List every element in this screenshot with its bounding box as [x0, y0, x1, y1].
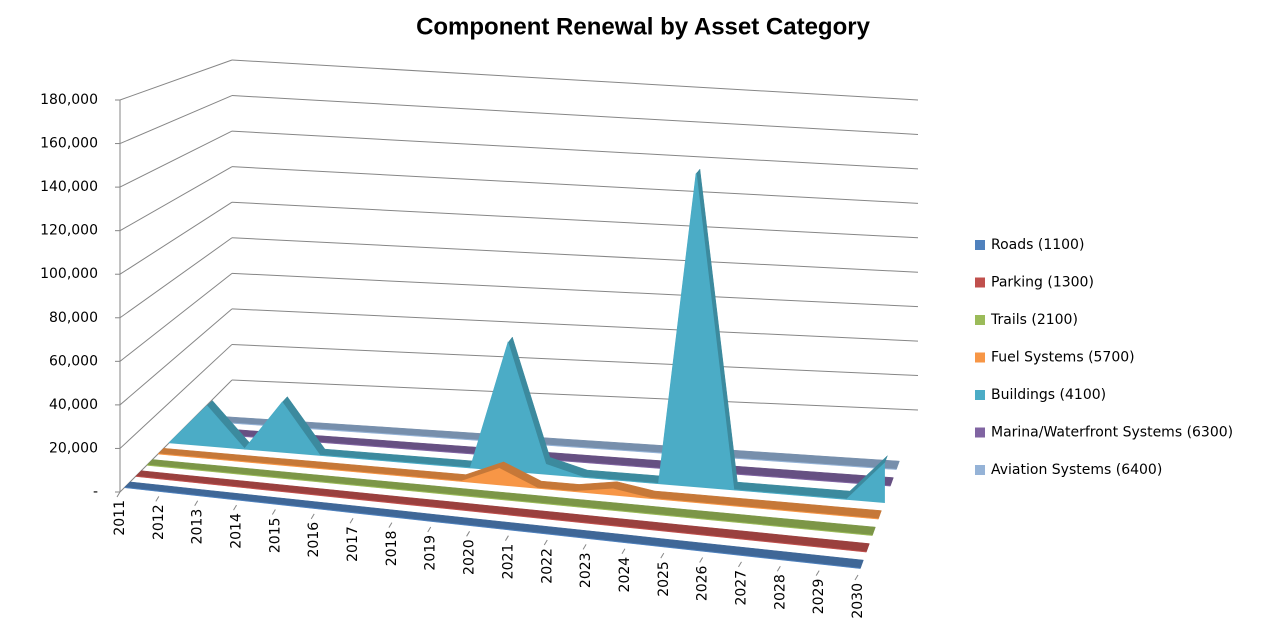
y-tick-label: 120,000 — [40, 223, 98, 239]
grid-line — [119, 237, 233, 319]
grid-line — [119, 201, 233, 275]
legend-swatch — [975, 465, 985, 475]
x-tick-label: 2022 — [539, 548, 555, 584]
x-tick — [349, 517, 354, 524]
chart-title: Component Renewal by Asset Category — [416, 13, 871, 40]
grid-line — [231, 237, 919, 273]
x-tick-label: 2014 — [229, 513, 245, 549]
x-tick — [621, 548, 626, 555]
x-tick-label: 2013 — [190, 509, 206, 545]
x-tick-label: 2029 — [811, 579, 827, 615]
legend-swatch — [975, 240, 985, 250]
x-tick — [233, 504, 237, 511]
legend-swatch — [975, 427, 985, 438]
x-tick — [699, 557, 704, 563]
x-tick — [815, 570, 820, 576]
grid-line — [119, 95, 233, 145]
grid-line — [231, 379, 919, 411]
x-tick-label: 2018 — [384, 531, 400, 567]
area — [146, 464, 873, 536]
grid-line — [231, 95, 919, 135]
legend-label: Buildings (4100) — [991, 387, 1106, 403]
y-tick-label: 160,000 — [40, 136, 98, 152]
x-tick-label: 2030 — [850, 583, 866, 619]
x-tick-label: 2025 — [656, 561, 672, 597]
x-tick — [466, 531, 471, 537]
x-tick — [543, 539, 548, 546]
x-tick — [427, 526, 432, 533]
grid-line — [231, 130, 919, 170]
legend-label: Parking (1300) — [991, 275, 1094, 291]
y-tick-label: 40,000 — [49, 397, 98, 413]
legend-swatch — [975, 315, 985, 325]
x-tick — [271, 509, 276, 515]
y-tick-label: 100,000 — [40, 266, 98, 282]
legend-swatch — [975, 277, 985, 288]
x-tick — [155, 496, 160, 502]
grid-line — [119, 59, 233, 101]
legend-label: Marina/Waterfront Systems (6300) — [991, 425, 1233, 441]
y-tick-label: 20,000 — [49, 440, 98, 456]
legend-swatch — [975, 390, 985, 400]
grid-line — [231, 59, 919, 101]
y-tick-label: 180,000 — [40, 92, 98, 108]
grid-line — [119, 344, 233, 449]
x-tick-label: 2020 — [462, 539, 478, 575]
grid-line — [119, 130, 233, 188]
x-tick-label: 2017 — [345, 526, 361, 562]
area — [158, 453, 879, 520]
legend-label: Fuel Systems (5700) — [991, 350, 1135, 366]
grid-line — [119, 166, 233, 232]
x-tick — [504, 535, 509, 541]
x-tick — [388, 522, 393, 528]
grid-line — [231, 308, 919, 342]
legend-swatch — [975, 352, 985, 363]
x-tick-label: 2019 — [423, 535, 439, 571]
x-tick-label: 2021 — [500, 544, 516, 580]
x-tick — [776, 566, 781, 572]
area — [135, 475, 867, 553]
x-tick — [310, 513, 315, 520]
x-tick-label: 2026 — [695, 565, 711, 601]
x-tick-label: 2027 — [733, 570, 749, 606]
legend-label: Trails (2100) — [990, 312, 1078, 328]
grid-line — [231, 166, 919, 204]
grid-line — [231, 272, 919, 308]
x-tick — [854, 574, 859, 581]
x-tick-label: 2023 — [578, 552, 594, 588]
y-tick-label: 80,000 — [49, 310, 98, 326]
y-tick-label: 60,000 — [49, 353, 98, 369]
x-tick — [660, 552, 665, 559]
x-tick-label: 2028 — [772, 574, 788, 610]
grid-line — [231, 343, 919, 377]
x-tick-label: 2024 — [617, 557, 633, 593]
x-tick — [194, 500, 199, 506]
x-tick-label: 2012 — [151, 504, 167, 540]
legend-label: Aviation Systems (6400) — [991, 462, 1162, 478]
x-tick-label: 2015 — [267, 517, 283, 553]
grid-line — [231, 201, 919, 239]
x-tick — [116, 491, 121, 498]
grid-line — [119, 308, 233, 406]
x-tick — [582, 544, 587, 550]
y-tick-label: - — [93, 484, 98, 500]
x-tick-label: 2011 — [112, 500, 128, 536]
legend-label: Roads (1100) — [991, 237, 1084, 253]
x-tick — [738, 561, 742, 568]
area — [124, 487, 861, 569]
y-tick-label: 140,000 — [40, 179, 98, 195]
x-tick-label: 2016 — [306, 522, 322, 558]
grid-line — [119, 272, 233, 362]
area — [168, 173, 885, 503]
